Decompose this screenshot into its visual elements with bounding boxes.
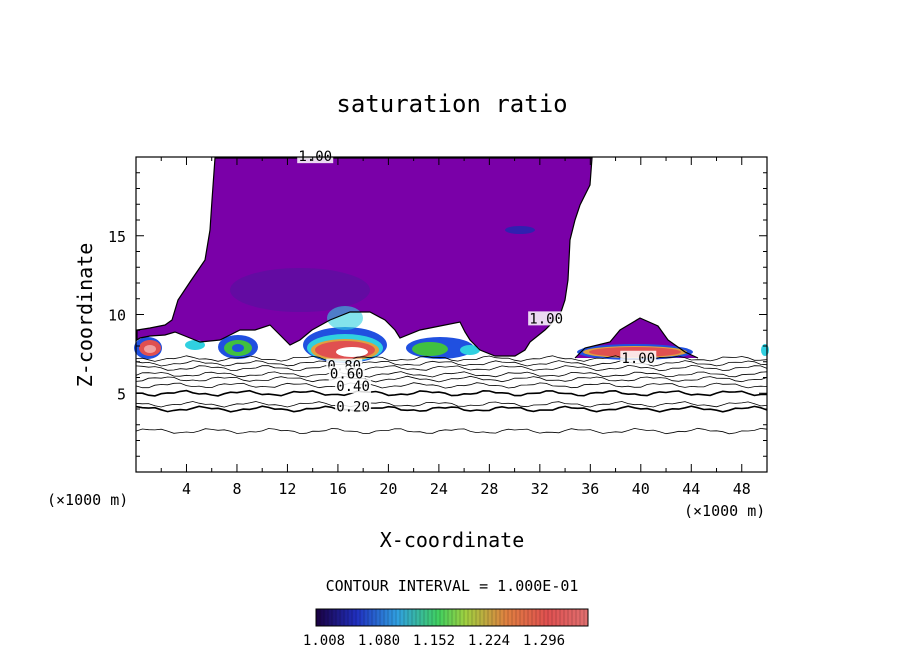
colorbar-tick-label: 1.224 [468,633,510,649]
contour-label-bg [328,366,365,381]
x-unit-right: (×1000 m) [684,502,765,520]
colorbar-tick-label: 1.080 [358,633,400,649]
contour-interval-text: CONTOUR INTERVAL = 1.000E-01 [326,577,579,595]
cloud-core-2 [505,226,535,234]
contour-line [136,389,768,397]
x-tick-label: 20 [379,480,397,498]
contour-label-bg [528,311,565,326]
x-tick-label: 8 [232,480,241,498]
cloud-core [230,268,370,312]
contour-label-bg [297,149,334,164]
x-tick-label: 32 [531,480,549,498]
x-tick-label: 44 [682,480,700,498]
contour-line [135,364,768,372]
contour-label: 1.00 [621,351,655,367]
cloud-outline-right [574,317,699,359]
x-tick-label: 12 [278,480,296,498]
x-tick-label: 36 [581,480,599,498]
x-tick-label: 28 [480,480,498,498]
contour-line [135,405,768,413]
contour-line [135,382,768,389]
colorbar-tick-label: 1.008 [303,633,345,649]
contour-label-bg [620,350,657,365]
contour-line [135,371,768,378]
x-tick-label: 48 [733,480,751,498]
x-tick-label: 24 [430,480,448,498]
contour-label: 1.00 [529,311,563,327]
contour-line [135,360,768,367]
contour-labels: 1.001.001.000.800.600.400.20 [297,149,657,416]
contour-label: 0.40 [336,379,370,395]
contour-line [135,355,768,362]
x-tick-label: 40 [632,480,650,498]
colorbar-tick-label: 1.296 [523,633,565,649]
contour-label: 0.60 [330,367,364,383]
y-axis-label: Z-coordinate [73,243,97,388]
x-tick-label: 16 [329,480,347,498]
contour-line [135,375,768,383]
plot-area: 1.001.001.000.800.600.400.20 48121620242… [108,149,769,498]
y-tick-label: 5 [117,385,126,403]
contour-label-bg [335,379,372,394]
x-tick-label: 4 [182,480,191,498]
contour-label-bg [335,399,372,414]
chart-title: saturation ratio [336,90,567,118]
y-tick-label: 15 [108,228,126,246]
contour-lines [135,355,768,435]
contour-line [135,401,768,408]
cloud-region [137,158,592,356]
contour-label: 0.20 [336,400,370,416]
colorbar-tick-label: 1.152 [413,633,455,649]
contour-line [135,427,768,435]
x-unit-left: (×1000 m) [47,491,128,509]
cloud-cores [134,306,769,363]
colorbar: 1.008 1.080 1.152 1.224 1.296 [303,608,589,649]
x-axis-label: X-coordinate [380,528,525,552]
y-tick-label: 10 [108,307,126,325]
